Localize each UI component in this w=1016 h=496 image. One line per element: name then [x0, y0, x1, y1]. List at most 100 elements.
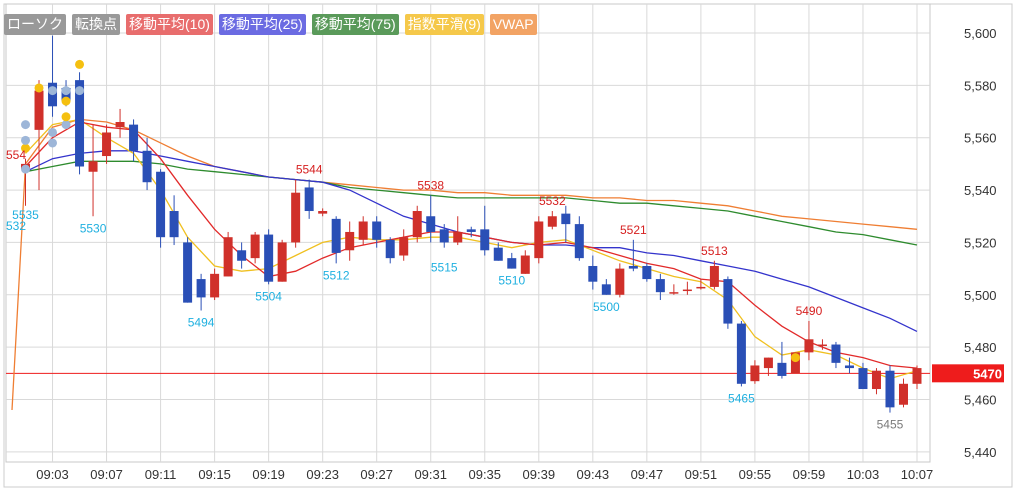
candle-up	[763, 357, 773, 376]
candle-body	[102, 132, 112, 157]
price-annotation: 5455	[877, 418, 904, 432]
legend-item[interactable]: 移動平均(75)	[311, 14, 399, 35]
x-tick-label: 09:19	[252, 467, 285, 482]
candle-down	[169, 195, 179, 246]
candle-up	[871, 368, 881, 395]
candle-body	[871, 370, 881, 390]
candle-body	[750, 365, 760, 382]
legend-item[interactable]: ローソク	[4, 14, 66, 35]
candle-body	[412, 211, 422, 238]
turning-point	[21, 135, 31, 145]
candle-body	[223, 237, 233, 277]
candle-body	[426, 216, 436, 232]
x-tick-label: 09:35	[468, 467, 501, 482]
candle-down	[372, 216, 382, 248]
price-annotation: 5512	[323, 268, 350, 282]
candle-body	[709, 265, 719, 287]
candle-down	[723, 276, 733, 329]
turning-point	[75, 86, 85, 96]
legend-item[interactable]: 転換点	[72, 14, 120, 35]
price-annotation: 5532	[539, 194, 566, 208]
price-annotation: 5535	[12, 208, 39, 222]
candle-down	[628, 239, 638, 272]
price-annotation: 5544	[296, 163, 323, 177]
candle-up	[696, 279, 706, 290]
candle-down	[574, 216, 584, 261]
candle-body	[156, 171, 166, 238]
candle-down	[129, 119, 139, 162]
candle-down	[601, 279, 611, 295]
price-annotation: 5465	[728, 391, 755, 405]
candle-up	[547, 211, 557, 230]
candle-body	[885, 370, 895, 408]
candle-body	[142, 150, 152, 183]
x-tick-label: 09:15	[198, 467, 231, 482]
legend-item[interactable]: 移動平均(25)	[218, 14, 306, 35]
candle-body	[372, 221, 382, 240]
candle-body	[898, 383, 908, 405]
x-tick-label: 09:11	[145, 467, 177, 482]
candle-body	[723, 279, 733, 324]
candle-up	[709, 260, 719, 290]
candle-up	[115, 108, 125, 138]
candle-down	[196, 273, 206, 311]
x-tick-label: 09:23	[306, 467, 339, 482]
x-tick-label: 09:27	[360, 467, 393, 482]
candle-body	[615, 268, 625, 295]
candle-body	[264, 234, 274, 282]
candle-body	[358, 221, 368, 240]
axes: 5,440 5,460 5,480 5,500 5,520 5,540 5,560 5,580…	[36, 26, 1004, 482]
candle-down	[439, 224, 449, 248]
x-tick-label: 09:59	[793, 467, 826, 482]
candle-body	[453, 231, 463, 243]
candle-up	[345, 221, 355, 261]
candle-body	[790, 352, 800, 374]
legend-item[interactable]: 指数平滑(9)	[404, 14, 484, 35]
turning-point	[61, 112, 71, 122]
candle-body	[439, 229, 449, 243]
candle-down	[831, 341, 841, 369]
candle-up	[250, 231, 260, 264]
candle-up	[210, 268, 220, 301]
y-tick-label: 5,540	[964, 183, 997, 198]
turning-point	[21, 143, 31, 153]
candle-down	[844, 357, 854, 374]
candle-up	[520, 250, 530, 274]
candle-body	[628, 265, 638, 269]
price-annotation: 5515	[431, 261, 458, 275]
candle-body	[75, 80, 85, 167]
current-price-tag	[932, 364, 1004, 383]
turning-point	[61, 96, 71, 106]
x-tick-label: 10:03	[847, 467, 880, 482]
line-vwap	[11, 118, 918, 411]
candle-up	[223, 231, 233, 277]
candle-body	[115, 122, 125, 128]
candle-down	[183, 237, 193, 303]
plot-frame	[5, 3, 931, 463]
price-annotation: 5538	[417, 178, 444, 192]
candle-body	[763, 357, 773, 369]
legend-item[interactable]: VWAP	[489, 14, 537, 35]
candle-body	[696, 286, 706, 289]
turning-point	[48, 127, 58, 137]
candle-up	[102, 124, 112, 164]
candle-down	[264, 229, 274, 285]
candle-up	[682, 281, 692, 295]
candle-body	[34, 90, 44, 130]
turning-point	[34, 83, 44, 93]
candle-body	[655, 279, 665, 293]
candle-body	[574, 224, 584, 259]
price-annotation: 5521	[620, 223, 647, 237]
candle-body	[844, 365, 854, 369]
candle-down	[237, 242, 247, 269]
candle-body	[318, 211, 328, 214]
candle-down	[642, 263, 652, 282]
legend-item[interactable]: 移動平均(10)	[126, 14, 213, 35]
candle-up	[318, 208, 328, 217]
candle-body	[561, 213, 571, 225]
candle-up	[88, 124, 98, 217]
edge-label: 532	[6, 219, 26, 233]
candle-body	[534, 221, 544, 259]
candle-body	[669, 292, 679, 294]
